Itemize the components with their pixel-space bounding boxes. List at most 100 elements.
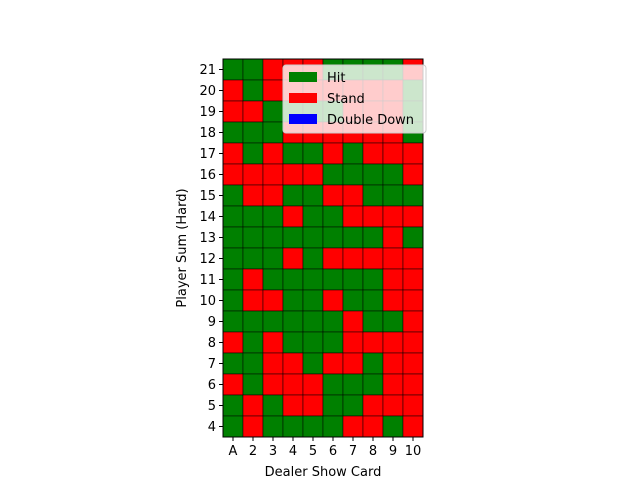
y-tick-label: 13: [199, 231, 216, 246]
legend-swatch-hit: [289, 72, 317, 82]
heatmap-cell-13-10: [402, 226, 424, 249]
y-tick-label: 19: [199, 105, 216, 120]
heatmap-cell-12-4: [282, 247, 304, 270]
x-tick-label: 4: [289, 444, 297, 459]
heatmap-cell-4-2: [242, 415, 264, 438]
y-tick-label: 4: [208, 420, 216, 435]
heatmap-cell-5-A: [222, 394, 244, 417]
heatmap-cell-10-5: [302, 289, 324, 312]
heatmap-cell-6-10: [402, 373, 424, 396]
heatmap-cell-10-4: [282, 289, 304, 312]
heatmap-cell-4-6: [322, 415, 344, 438]
heatmap-cell-7-3: [262, 352, 284, 375]
heatmap-cell-12-3: [262, 247, 284, 270]
y-tick-label: 20: [199, 84, 216, 99]
heatmap-cell-17-7: [342, 142, 364, 165]
heatmap-cell-8-8: [362, 331, 384, 354]
heatmap-cell-13-6: [322, 226, 344, 249]
x-tick-label: 3: [269, 444, 277, 459]
x-axis-label: Dealer Show Card: [265, 465, 382, 480]
heatmap-cell-8-7: [342, 331, 364, 354]
y-tick-label: 8: [208, 336, 216, 351]
heatmap-cell-7-8: [362, 352, 384, 375]
heatmap-cell-12-10: [402, 247, 424, 270]
y-tick-label: 17: [199, 147, 216, 162]
heatmap-cell-7-9: [382, 352, 404, 375]
x-tick-label: A: [229, 444, 238, 459]
x-axis-ticks: A 2 3 4 5 6 7 8 9 10: [229, 437, 422, 459]
heatmap-cell-15-8: [362, 184, 384, 207]
heatmap-cell-5-2: [242, 394, 264, 417]
y-tick-label: 7: [208, 357, 216, 372]
y-tick-label: 16: [199, 168, 216, 183]
heatmap-cell-17-4: [282, 142, 304, 165]
x-tick-label: 10: [405, 444, 422, 459]
heatmap-cell-12-7: [342, 247, 364, 270]
heatmap-cell-6-2: [242, 373, 264, 396]
heatmap-cell-16-2: [242, 163, 264, 186]
heatmap-cell-12-9: [382, 247, 404, 270]
heatmap-cell-5-9: [382, 394, 404, 417]
heatmap-cell-8-10: [402, 331, 424, 354]
heatmap-cell-19-A: [222, 100, 244, 123]
heatmap-cell-7-2: [242, 352, 264, 375]
y-tick-label: 6: [208, 378, 216, 393]
heatmap-cell-13-4: [282, 226, 304, 249]
heatmap-cell-18-2: [242, 121, 264, 144]
heatmap-cell-14-7: [342, 205, 364, 228]
y-tick-label: 21: [199, 63, 216, 78]
y-tick-label: 12: [199, 252, 216, 267]
heatmap-cell-9-2: [242, 310, 264, 333]
heatmap-cell-11-6: [322, 268, 344, 291]
heatmap-cell-16-10: [402, 163, 424, 186]
heatmap-cell-5-3: [262, 394, 284, 417]
heatmap-cell-7-7: [342, 352, 364, 375]
heatmap-cell-10-3: [262, 289, 284, 312]
heatmap-cell-20-A: [222, 79, 244, 102]
heatmap-cell-6-7: [342, 373, 364, 396]
x-tick-label: 5: [309, 444, 317, 459]
heatmap-cell-19-3: [262, 100, 284, 123]
heatmap-cell-21-A: [222, 58, 244, 81]
heatmap-cell-17-2: [242, 142, 264, 165]
y-tick-label: 18: [199, 126, 216, 141]
heatmap-cell-12-8: [362, 247, 384, 270]
y-tick-label: 15: [199, 189, 216, 204]
heatmap-cell-13-9: [382, 226, 404, 249]
heatmap-cell-15-2: [242, 184, 264, 207]
heatmap-cell-6-4: [282, 373, 304, 396]
heatmap-cell-16-A: [222, 163, 244, 186]
heatmap-cell-7-A: [222, 352, 244, 375]
heatmap-cells: [222, 58, 424, 438]
heatmap-cell-5-7: [342, 394, 364, 417]
heatmap-cell-17-A: [222, 142, 244, 165]
heatmap-cell-5-5: [302, 394, 324, 417]
heatmap-cell-8-9: [382, 331, 404, 354]
heatmap-cell-11-10: [402, 268, 424, 291]
heatmap-cell-12-6: [322, 247, 344, 270]
heatmap-cell-17-8: [362, 142, 384, 165]
legend: Hit Stand Double Down: [282, 64, 427, 134]
heatmap-cell-6-5: [302, 373, 324, 396]
y-tick-label: 9: [208, 315, 216, 330]
heatmap-cell-13-3: [262, 226, 284, 249]
heatmap-cell-9-4: [282, 310, 304, 333]
heatmap-cell-16-7: [342, 163, 364, 186]
heatmap-cell-17-5: [302, 142, 324, 165]
heatmap-cell-21-3: [262, 58, 284, 81]
heatmap-cell-11-8: [362, 268, 384, 291]
heatmap-cell-9-6: [322, 310, 344, 333]
heatmap-cell-11-5: [302, 268, 324, 291]
heatmap-cell-6-A: [222, 373, 244, 396]
heatmap-cell-11-9: [382, 268, 404, 291]
heatmap-cell-7-10: [402, 352, 424, 375]
heatmap-cell-5-4: [282, 394, 304, 417]
heatmap-cell-4-10: [402, 415, 424, 438]
heatmap-cell-15-3: [262, 184, 284, 207]
y-axis-ticks: 21 20 19 18 17 16 15 14 13 12 11 10 9 8 7 6 5 4: [199, 63, 223, 435]
heatmap-cell-14-2: [242, 205, 264, 228]
heatmap-cell-6-9: [382, 373, 404, 396]
heatmap-cell-13-7: [342, 226, 364, 249]
legend-label-hit: Hit: [327, 71, 345, 86]
